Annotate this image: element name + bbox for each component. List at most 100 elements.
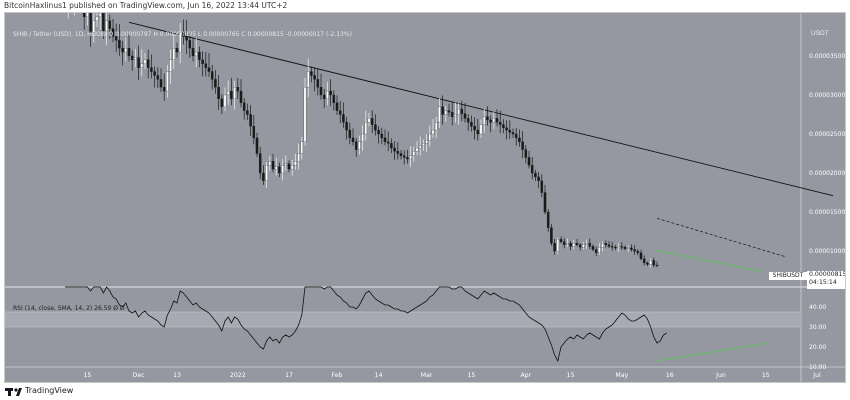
candle-body: [556, 239, 560, 252]
candle-body: [649, 260, 652, 265]
candle-body: [95, 16, 99, 21]
support-trendline[interactable]: [656, 249, 763, 272]
candle-body: [118, 40, 121, 49]
candle-body: [633, 249, 636, 252]
candle: [287, 160, 291, 173]
candle: [268, 155, 272, 171]
price-chart[interactable]: 0.00003500 0.00003000 0.00002500 0.00002000…: [5, 13, 846, 383]
candle: [121, 40, 124, 66]
candle-body: [502, 124, 505, 128]
candle: [204, 52, 208, 77]
candle: [598, 243, 601, 255]
rsi-support-trendline[interactable]: [656, 342, 770, 362]
candle-body: [610, 246, 614, 248]
candle-body: [412, 151, 416, 157]
rsi-tick-label: 30.00: [809, 324, 826, 331]
candle: [114, 23, 118, 53]
candle-body: [594, 249, 598, 253]
candle: [572, 240, 576, 250]
candle-body: [553, 243, 556, 252]
time-tick-label: Feb: [332, 372, 343, 379]
candle-body: [409, 155, 412, 160]
candle-body: [386, 141, 390, 144]
candle-body: [310, 71, 313, 76]
candle: [210, 64, 214, 90]
time-tick-label: 15: [467, 372, 475, 379]
candle-body: [489, 119, 492, 123]
publisher-line: BitcoinHaxlinus1 published on TradingVie…: [4, 1, 288, 10]
candle-body: [214, 79, 217, 88]
candle-body: [390, 143, 393, 149]
candle-body: [652, 260, 656, 266]
candle: [326, 82, 329, 106]
candle: [370, 110, 374, 134]
candle-body: [114, 36, 118, 41]
candle: [226, 80, 230, 105]
candle-body: [226, 90, 230, 96]
candle: [447, 103, 451, 117]
price-tick-label: 0.00001000: [809, 248, 845, 255]
candle-body: [322, 94, 326, 100]
candle: [617, 243, 620, 252]
chart-frame[interactable]: 0.00003500 0.00003000 0.00002500 0.00002000…: [4, 12, 846, 383]
candle: [297, 143, 300, 170]
candle: [265, 161, 268, 188]
candle: [342, 102, 345, 128]
candle: [284, 155, 288, 171]
candle: [594, 246, 598, 256]
candle-body: [262, 172, 265, 181]
candle: [274, 157, 278, 176]
candle-body: [265, 165, 268, 181]
candle-body: [575, 243, 579, 245]
candle-body: [396, 151, 400, 154]
candle: [479, 119, 483, 138]
candle: [335, 95, 339, 115]
candle: [642, 255, 646, 266]
candle: [396, 142, 400, 160]
candle-body: [297, 153, 300, 162]
last-price-value: 0.00000815: [809, 271, 846, 278]
candle: [95, 13, 99, 27]
symbol-legend: SHIB / Tether (USD), 1D, HUOBI O 0.00000…: [13, 31, 352, 38]
candle: [313, 67, 316, 92]
time-tick-label: Dec: [133, 372, 146, 379]
candle: [364, 110, 368, 141]
candle: [162, 73, 166, 101]
candle-body: [569, 243, 572, 247]
candle: [236, 77, 240, 100]
candle: [255, 132, 259, 158]
candle-body: [438, 106, 441, 123]
candle: [242, 98, 246, 120]
candle: [521, 131, 524, 159]
descending-resistance-trendline[interactable]: [128, 21, 834, 197]
candle-body: [476, 129, 480, 135]
candle: [418, 136, 422, 156]
candle: [105, 13, 108, 46]
candle: [457, 103, 460, 125]
candle-body: [82, 13, 86, 18]
time-tick-label: Apr: [520, 372, 531, 379]
candle: [178, 23, 182, 64]
candle-body: [588, 243, 592, 247]
candle-body: [585, 243, 588, 245]
candle: [502, 119, 505, 134]
candle-body: [143, 59, 147, 64]
channel-dashed-trendline[interactable]: [656, 217, 786, 257]
candle-body: [361, 133, 364, 142]
candle-body: [559, 239, 563, 242]
candle-body: [636, 250, 640, 253]
candle: [444, 106, 448, 122]
time-tick-label: 17: [285, 372, 293, 379]
candle-body: [639, 252, 643, 260]
candle: [505, 120, 508, 140]
candle: [316, 68, 320, 96]
candle: [367, 112, 371, 127]
candle-body: [162, 87, 166, 92]
candle: [249, 105, 252, 136]
candle: [332, 90, 336, 111]
candle-body: [521, 141, 524, 150]
candle: [569, 241, 572, 251]
candle: [575, 238, 579, 247]
trend-lines: [128, 21, 834, 272]
footer-brand: TradingView: [25, 386, 74, 395]
